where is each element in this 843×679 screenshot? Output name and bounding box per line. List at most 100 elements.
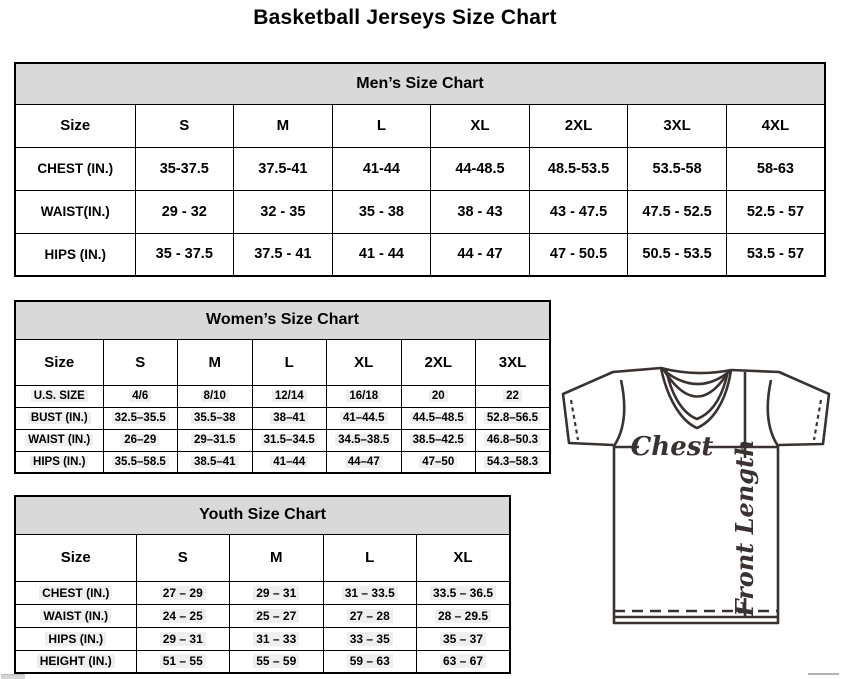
column-header: XL bbox=[326, 338, 402, 386]
cell-value: 31 – 33.5 bbox=[322, 580, 417, 605]
cell-value: 44–47 bbox=[326, 450, 402, 474]
cell-value: 25 – 27 bbox=[229, 603, 324, 628]
table-title: Women’s Size Chart bbox=[14, 300, 551, 340]
cell-value: 55 – 59 bbox=[229, 649, 324, 674]
cell-value-text: 47 - 50.5 bbox=[549, 246, 608, 263]
cell-value-text: 28 – 29.5 bbox=[434, 608, 492, 623]
row-label: HIPS (IN.) bbox=[14, 626, 137, 651]
cell-value: 35 – 37 bbox=[416, 626, 511, 651]
cell-value-text: 27 – 28 bbox=[346, 608, 393, 623]
cell-value-text: 44–47 bbox=[344, 455, 383, 468]
cell-value-text: 53.5 - 57 bbox=[746, 246, 805, 263]
cell-value-text: 29 - 32 bbox=[161, 203, 207, 220]
cell-value-text: 48.5-53.5 bbox=[547, 160, 610, 177]
column-header: M bbox=[177, 338, 253, 386]
cell-value-text: 26–29 bbox=[121, 434, 160, 446]
cell-value-text: 32 - 35 bbox=[260, 203, 306, 220]
cell-value: 37.5 - 41 bbox=[233, 232, 333, 277]
cell-value: 47.5 - 52.5 bbox=[627, 189, 727, 234]
row-label-text: HIPS (IN.) bbox=[45, 631, 107, 646]
cell-value-text: 8/10 bbox=[200, 390, 229, 402]
cell-value: 44 - 47 bbox=[430, 232, 530, 277]
cell-value: 32 - 35 bbox=[233, 189, 333, 234]
cell-value: 27 – 28 bbox=[322, 603, 417, 628]
cell-value: 53.5 - 57 bbox=[725, 232, 826, 277]
cell-value-text: 38–41 bbox=[270, 412, 309, 424]
table-row: U.S. SIZE 4/6 8/10 12/14 16/18 20 22 bbox=[14, 384, 551, 408]
cell-value-text: 31 – 33.5 bbox=[341, 585, 398, 600]
cell-value: 33 – 35 bbox=[322, 626, 417, 651]
column-header: 4XL bbox=[725, 103, 826, 148]
cell-value: 46.8–50.3 bbox=[475, 428, 551, 452]
cell-value: 44-48.5 bbox=[430, 146, 530, 191]
cell-value-text: 35.5–38 bbox=[190, 412, 239, 424]
column-header-row: Size S M L XL 2XL 3XL 4XL bbox=[14, 103, 826, 148]
right-cuff-stitch bbox=[812, 399, 823, 441]
cell-value-text: 50.5 - 53.5 bbox=[642, 246, 712, 263]
cell-value-text: 31 – 33 bbox=[253, 631, 300, 646]
cell-value-text: 24 – 25 bbox=[159, 608, 206, 623]
cell-value: 22 bbox=[475, 384, 551, 408]
cell-value: 38–41 bbox=[251, 406, 327, 430]
column-header: L bbox=[251, 338, 327, 386]
cell-value: 43 - 47.5 bbox=[528, 189, 629, 234]
collar-inner-v bbox=[664, 368, 730, 421]
cell-value: 31 – 33 bbox=[229, 626, 324, 651]
cell-value-text: 43 - 47.5 bbox=[549, 203, 608, 220]
column-header: M bbox=[233, 103, 333, 148]
cell-value-text: 55 – 59 bbox=[253, 654, 300, 669]
cell-value: 38.5–42.5 bbox=[400, 428, 476, 452]
row-label: WAIST(IN.) bbox=[14, 189, 136, 234]
table-row: WAIST(IN.) 29 - 32 32 - 35 35 - 38 38 - 43 43… bbox=[14, 189, 826, 234]
cell-value: 37.5-41 bbox=[233, 146, 333, 191]
cell-value: 44.5–48.5 bbox=[400, 406, 476, 430]
row-label: WAIST (IN.) bbox=[14, 603, 137, 628]
cell-value: 41–44 bbox=[251, 450, 327, 474]
cell-value: 20 bbox=[400, 384, 476, 408]
cell-value-text: 38.5–41 bbox=[190, 455, 239, 468]
cell-value-text: 59 – 63 bbox=[346, 654, 393, 669]
cell-value: 53.5-58 bbox=[627, 146, 727, 191]
cell-value: 16/18 bbox=[326, 384, 402, 408]
column-header: XL bbox=[430, 103, 530, 148]
cell-value-text: 35.5–58.5 bbox=[111, 455, 169, 468]
cell-value: 38 - 43 bbox=[430, 189, 530, 234]
column-header: 2XL bbox=[528, 103, 629, 148]
cell-value-text: 38 - 43 bbox=[457, 203, 503, 220]
cell-value-text: 44.5–48.5 bbox=[409, 412, 467, 424]
row-label-text: HIPS (IN.) bbox=[30, 455, 89, 468]
cell-value-text: 54.3–58.3 bbox=[483, 455, 542, 468]
column-header: L bbox=[331, 103, 432, 148]
cell-value-text: 31.5–34.5 bbox=[260, 434, 318, 446]
table-row: WAIST (IN.) 24 – 25 25 – 27 27 – 28 28 – 29.… bbox=[14, 603, 511, 628]
table-row: CHEST (IN.) 35-37.5 37.5-41 41-44 44-48.5 48.… bbox=[14, 146, 826, 191]
cell-value-text: 37.5 - 41 bbox=[254, 246, 312, 263]
cell-value-text: 12/14 bbox=[271, 390, 307, 402]
column-header-row: Size S M L XL bbox=[14, 533, 511, 582]
cell-value-text: 46.8–50.3 bbox=[483, 434, 542, 446]
cell-value-text: 52.8–56.5 bbox=[483, 412, 542, 424]
jersey-outline bbox=[561, 366, 831, 625]
cell-value-text: 63 – 67 bbox=[439, 654, 487, 669]
cell-value: 41–44.5 bbox=[326, 406, 402, 430]
cell-value-text: 32.5–35.5 bbox=[111, 412, 169, 424]
table-row: WAIST (IN.) 26–29 29–31.5 31.5–34.5 34.5–38.… bbox=[14, 428, 551, 452]
cell-value-text: 35 – 37 bbox=[439, 631, 487, 646]
table-row: CHEST (IN.) 27 – 29 29 – 31 31 – 33.5 33.5 –… bbox=[14, 580, 511, 605]
screenshot-fragment-left bbox=[1, 674, 25, 679]
cell-value: 38.5–41 bbox=[177, 450, 253, 474]
cell-value: 29 – 31 bbox=[229, 580, 324, 605]
column-header: 3XL bbox=[475, 338, 551, 386]
cell-value-text: 41-44 bbox=[362, 160, 400, 177]
row-label-text: BUST (IN.) bbox=[27, 412, 91, 424]
table-title: Men’s Size Chart bbox=[14, 62, 826, 105]
table-title-row: Men’s Size Chart bbox=[14, 62, 826, 105]
size-header: Size bbox=[14, 103, 136, 148]
cell-value-text: 37.5-41 bbox=[258, 160, 308, 177]
cell-value: 48.5-53.5 bbox=[528, 146, 629, 191]
column-header: XL bbox=[416, 533, 511, 582]
table-row: HIPS (IN.) 35 - 37.5 37.5 - 41 41 - 44 44 - … bbox=[14, 232, 826, 277]
cell-value: 33.5 – 36.5 bbox=[416, 580, 511, 605]
page-title: Basketball Jerseys Size Chart bbox=[253, 6, 557, 29]
cell-value-text: 35 - 38 bbox=[358, 203, 404, 220]
